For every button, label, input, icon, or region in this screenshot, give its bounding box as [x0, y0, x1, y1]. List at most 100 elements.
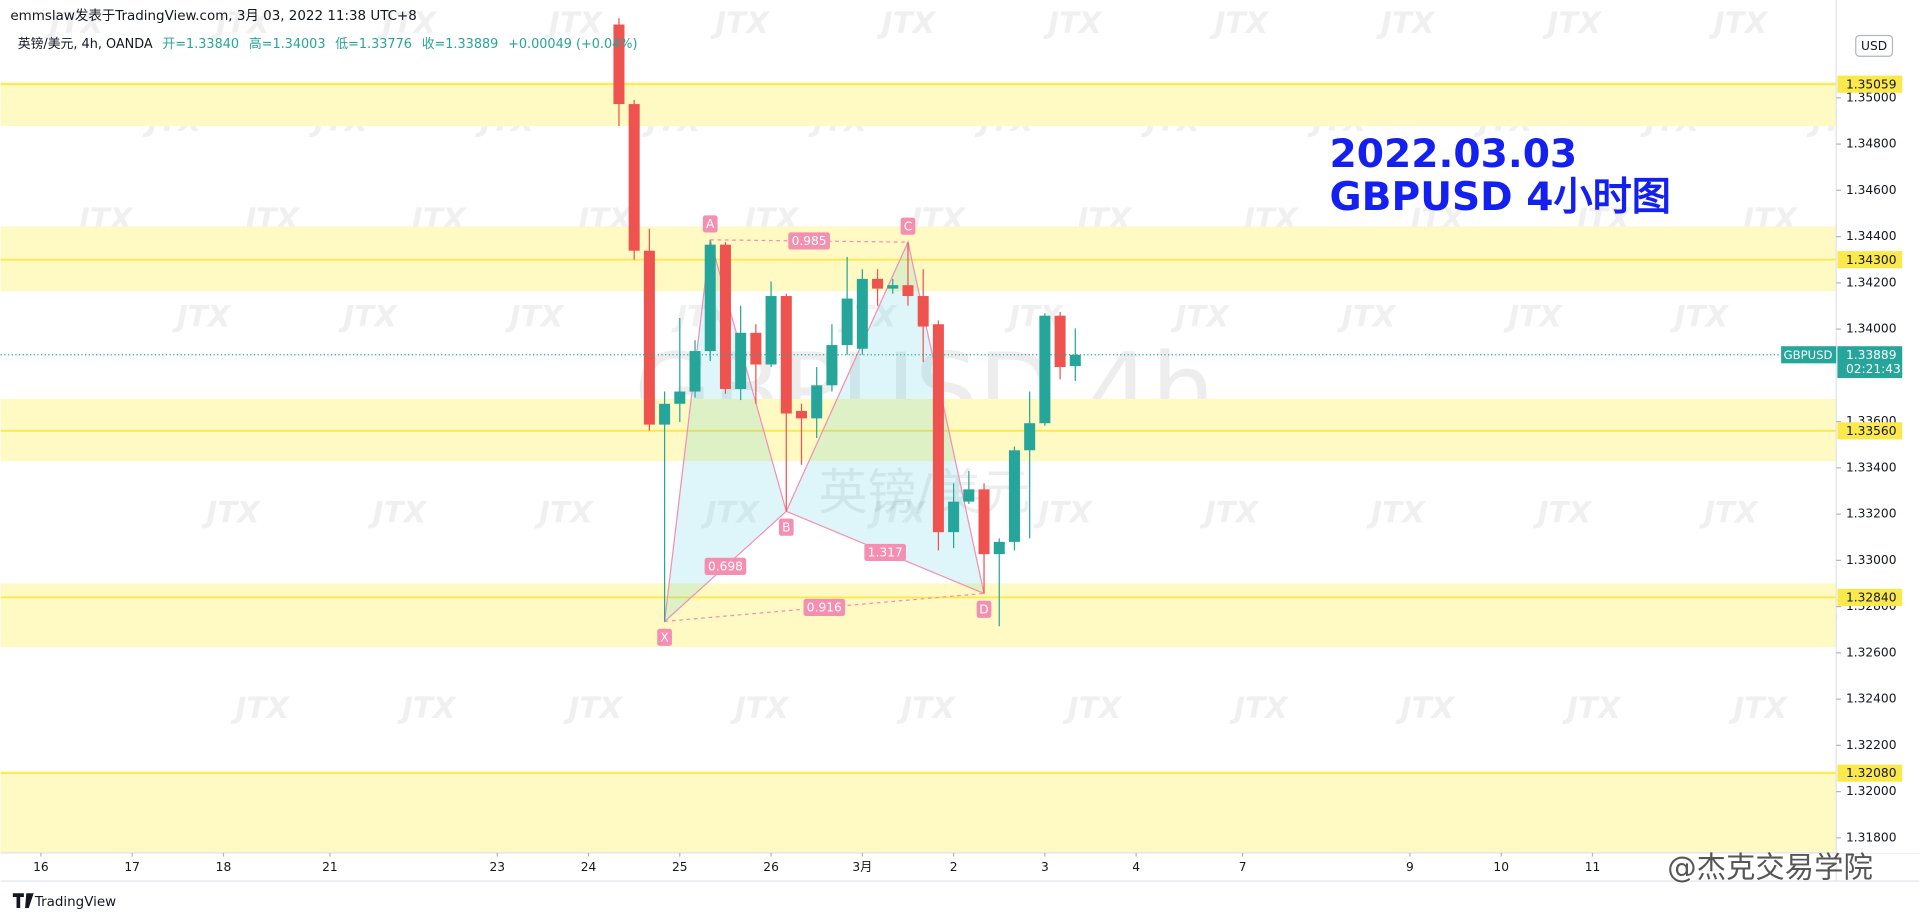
watermark-tile: JTX	[338, 300, 398, 334]
brand-logo	[12, 893, 34, 908]
pattern-point-label: B	[782, 520, 790, 534]
brand: TradingView	[34, 895, 116, 910]
watermark-tile: JTX	[534, 495, 594, 529]
watermark-tile: JTX	[1728, 691, 1788, 725]
pattern-point-label: D	[979, 602, 988, 616]
symbol-watermark-cn: 英镑/美元	[818, 464, 1030, 521]
candle-body	[948, 501, 960, 533]
y-tick-label: 1.34000	[1846, 322, 1897, 336]
watermark-tile: JTX	[1170, 300, 1230, 334]
ratio-label: 0.985	[792, 234, 827, 248]
y-tick-label: 1.34200	[1846, 275, 1897, 289]
x-tick-label: 24	[581, 860, 597, 874]
labels: 0.698 0.985 1.317 0.916 X A B C D	[657, 215, 992, 646]
candle-body	[856, 278, 868, 349]
level-tag-label: 1.32080	[1846, 766, 1897, 780]
watermark-tile: JTX	[1699, 495, 1759, 529]
candle-body	[795, 410, 808, 419]
watermark-tile: JTX	[1503, 300, 1563, 334]
y-tick-label: 1.34800	[1846, 137, 1897, 151]
credit: @杰克交易学院	[1667, 850, 1873, 884]
candle-body	[902, 285, 914, 297]
x-tick-label: 7	[1239, 860, 1247, 874]
level-tag	[1837, 251, 1903, 269]
ratio-label: 1.317	[868, 545, 903, 559]
y-tick-label: 1.32200	[1846, 738, 1897, 752]
watermark-tile: JTX	[877, 6, 937, 40]
candle-body	[674, 391, 686, 404]
watermark-tile: JTX	[1210, 6, 1270, 40]
candle-body	[689, 351, 701, 392]
price-tag-box	[1837, 346, 1903, 379]
zones	[0, 81, 1837, 853]
watermark-tile: JTX	[730, 691, 790, 725]
candle-body	[735, 332, 747, 389]
currency: USD	[1861, 39, 1887, 53]
candle-body	[1069, 354, 1081, 367]
watermark-tile: JTX	[700, 495, 760, 529]
candle-body	[719, 244, 731, 389]
x-tick-label: 9	[1406, 860, 1414, 874]
byline: emmslaw发表于TradingView.com, 3月 03, 2022 1…	[10, 8, 416, 24]
candle-body	[872, 278, 884, 289]
legend-symbol: 英镑/美元, 4h, OANDA	[18, 36, 153, 52]
watermark-tile: JTX	[211, 6, 271, 40]
watermark-tile: JTX	[1562, 691, 1622, 725]
y-tick-label: 1.34400	[1846, 229, 1897, 243]
pattern-point-label: A	[706, 217, 715, 231]
legend-open: 开=1.33840	[162, 37, 239, 52]
ratio-label: 0.916	[807, 601, 842, 615]
pattern-point	[900, 217, 916, 235]
y-tick-label: 1.32000	[1846, 784, 1897, 798]
y-tick-label: 1.34600	[1846, 183, 1897, 197]
watermark-tile: JTX	[1004, 300, 1064, 334]
level-tag	[1837, 588, 1903, 606]
level-tag	[1837, 75, 1903, 93]
y-tick-label: 1.33000	[1846, 553, 1897, 567]
legend: 英镑/美元, 4h, OANDA 开=1.33840 高=1.34003 低=1.33…	[18, 36, 638, 52]
watermark-tile: JTX	[201, 495, 261, 529]
watermark-tile: JTX	[397, 691, 457, 725]
legend-change: +0.00049 (+0.04%)	[508, 37, 637, 52]
y-tick-label: 1.32600	[1846, 645, 1897, 659]
level-tag-label: 1.32840	[1846, 590, 1897, 604]
watermark-tile: JTX	[377, 6, 437, 40]
watermark-tile: JTX	[710, 6, 770, 40]
level-tag-label: 1.33560	[1846, 424, 1897, 438]
candle-body	[917, 296, 929, 327]
candle-body	[841, 298, 853, 346]
zone	[0, 226, 1837, 292]
symbol-tag: GBPUSD	[1784, 348, 1833, 362]
watermark-tile: JTX	[1533, 495, 1593, 529]
y-tick-label: 1.33400	[1846, 460, 1897, 474]
candle-body	[978, 489, 990, 555]
candle-body	[704, 244, 716, 352]
watermark-tile: JTX	[867, 495, 927, 529]
watermark-tile: JTX	[896, 691, 956, 725]
ratio-box	[803, 598, 846, 616]
x-tick-label: 3月	[852, 860, 872, 874]
watermark-tile: JTX	[1200, 495, 1260, 529]
y-tick-label: 1.33200	[1846, 507, 1897, 521]
currency-box[interactable]	[1855, 34, 1894, 57]
level-tag	[1837, 422, 1903, 440]
pattern-dash	[664, 592, 985, 623]
zone	[0, 81, 1837, 127]
watermark-tile: JTX	[1709, 6, 1769, 40]
y-tick-label: 1.32400	[1846, 692, 1897, 706]
ratio-label: 0.698	[708, 559, 743, 573]
candle-body	[993, 541, 1005, 555]
legend-high: 高=1.34003	[249, 36, 326, 52]
x-tick-label: 25	[672, 860, 688, 874]
watermark-tile: JTX	[544, 6, 604, 40]
candle-body	[932, 324, 944, 533]
x-tick-label: 11	[1585, 860, 1601, 874]
candle-body	[887, 285, 899, 289]
zone	[0, 770, 1837, 853]
watermark-tile: JTX	[172, 300, 232, 334]
level-tag-label: 1.35059	[1846, 77, 1897, 91]
x-tick-label: 17	[124, 860, 140, 874]
x-tick-label: 16	[33, 860, 49, 874]
chart-caption: GBPUSD 4小时图	[1330, 175, 1671, 220]
watermark-tile: JTX	[1396, 691, 1456, 725]
